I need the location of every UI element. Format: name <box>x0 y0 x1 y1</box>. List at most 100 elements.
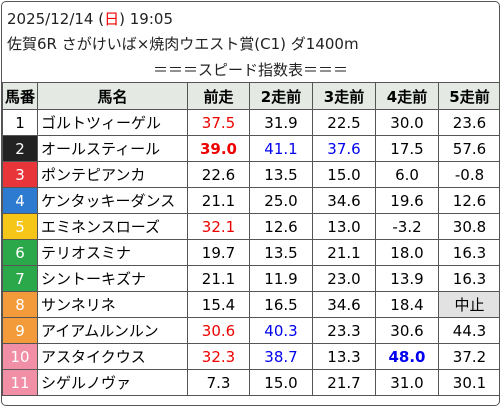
row: 11 シゲルノヴァ 7.3 15.0 21.7 31.0 30.1 <box>2 369 499 396</box>
date: 2025/12/14 <box>7 10 94 28</box>
score: 37.2 <box>438 343 499 370</box>
horse-number: 10 <box>2 343 38 370</box>
horse-name: シントーキズナ <box>37 265 188 292</box>
score: 12.6 <box>438 187 499 214</box>
paren: ( <box>98 10 105 28</box>
row: 8 サンネリネ 15.4 16.5 34.6 18.4 中止 <box>2 291 499 318</box>
score: 57.6 <box>438 135 499 162</box>
speed-table: 馬番 馬名 前走 2走前 3走前 4走前 5走前 1 ゴルトツィーゲル 37.5 31.9 22.5… <box>2 82 499 396</box>
score: 13.0 <box>312 213 376 240</box>
score: 7.3 <box>187 369 250 396</box>
score: 中止 <box>438 291 499 318</box>
score: 13.5 <box>249 239 313 266</box>
score: 13.9 <box>375 265 439 292</box>
horse-number: 4 <box>2 187 38 214</box>
score: 34.6 <box>312 291 376 318</box>
score: 19.7 <box>187 239 250 266</box>
score: 13.5 <box>249 161 313 188</box>
score: 15.0 <box>249 369 313 396</box>
score: 32.1 <box>187 213 250 240</box>
score: 21.7 <box>312 369 376 396</box>
horse-number: 5 <box>2 213 38 240</box>
score: 44.3 <box>438 317 499 344</box>
horse-number: 11 <box>2 369 38 396</box>
row: 10 アスタイクウス 32.3 38.7 13.3 48.0 37.2 <box>2 343 499 370</box>
score: 38.7 <box>249 343 313 370</box>
horse-number: 3 <box>2 161 38 188</box>
score: 37.5 <box>187 109 250 136</box>
date-line: 2025/12/14 (日) 19:05 <box>7 8 173 29</box>
horse-name: ゴルトツィーゲル <box>37 109 188 136</box>
score: 21.1 <box>312 239 376 266</box>
horse-number: 7 <box>2 265 38 292</box>
score: 34.6 <box>312 187 376 214</box>
row: 3 ポンテピアンカ 22.6 13.5 15.0 6.0 -0.8 <box>2 161 499 188</box>
score: 31.9 <box>249 109 313 136</box>
score: 31.0 <box>375 369 439 396</box>
score: 40.3 <box>249 317 313 344</box>
score: 15.0 <box>312 161 376 188</box>
score: -0.8 <box>438 161 499 188</box>
score: 16.3 <box>438 265 499 292</box>
score: 23.6 <box>438 109 499 136</box>
score: 17.5 <box>375 135 439 162</box>
score: 21.1 <box>187 187 250 214</box>
score: 30.8 <box>438 213 499 240</box>
column-header: 5走前 <box>438 82 499 110</box>
horse-name: サンネリネ <box>37 291 188 318</box>
paren: ) <box>119 10 125 28</box>
horse-name: ポンテピアンカ <box>37 161 188 188</box>
race: 佐賀6R さがけいば×焼肉ウエスト賞(C1) ダ1400m <box>7 35 359 53</box>
score: 6.0 <box>375 161 439 188</box>
row: 1 ゴルトツィーゲル 37.5 31.9 22.5 30.0 23.6 <box>2 109 499 136</box>
horse-number: 2 <box>2 135 38 162</box>
score: -3.2 <box>375 213 439 240</box>
score: 19.6 <box>375 187 439 214</box>
score: 37.6 <box>312 135 376 162</box>
score: 18.0 <box>375 239 439 266</box>
score: 22.6 <box>187 161 250 188</box>
horse-number: 9 <box>2 317 38 344</box>
score: 25.0 <box>249 187 313 214</box>
score: 22.5 <box>312 109 376 136</box>
column-header: 2走前 <box>249 82 313 110</box>
row: 4 ケンタッキーダンス 21.1 25.0 34.6 19.6 12.6 <box>2 187 499 214</box>
score: 21.1 <box>187 265 250 292</box>
score: 13.3 <box>312 343 376 370</box>
column-header: 4走前 <box>375 82 439 110</box>
score: 23.3 <box>312 317 376 344</box>
column-header: 馬名 <box>37 82 188 110</box>
score: 23.0 <box>312 265 376 292</box>
horse-name: テリオスミナ <box>37 239 188 266</box>
weekday: 日 <box>104 10 120 28</box>
horse-name: エミネンスローズ <box>37 213 188 240</box>
score: 30.6 <box>187 317 250 344</box>
score: 30.0 <box>375 109 439 136</box>
row: 7 シントーキズナ 21.1 11.9 23.0 13.9 16.3 <box>2 265 499 292</box>
row: 5 エミネンスローズ 32.1 12.6 13.0 -3.2 30.8 <box>2 213 499 240</box>
horse-name: アイアムルンルン <box>37 317 188 344</box>
score: 41.1 <box>249 135 313 162</box>
score: 48.0 <box>375 343 439 370</box>
score: 30.1 <box>438 369 499 396</box>
horse-number: 6 <box>2 239 38 266</box>
score: 11.9 <box>249 265 313 292</box>
score: 39.0 <box>187 135 250 162</box>
score: 18.4 <box>375 291 439 318</box>
row: 9 アイアムルンルン 30.6 40.3 23.3 30.6 44.3 <box>2 317 499 344</box>
horse-name: シゲルノヴァ <box>37 369 188 396</box>
row: 6 テリオスミナ 19.7 13.5 21.1 18.0 16.3 <box>2 239 499 266</box>
horse-number: 8 <box>2 291 38 318</box>
horse-name: アスタイクウス <box>37 343 188 370</box>
horse-name: オールスティール <box>37 135 188 162</box>
score: 30.6 <box>375 317 439 344</box>
score: 16.3 <box>438 239 499 266</box>
row: 2 オールスティール 39.0 41.1 37.6 17.5 57.6 <box>2 135 499 162</box>
header-row: 馬番 馬名 前走 2走前 3走前 4走前 5走前 <box>2 82 499 110</box>
table-title: ＝＝＝スピード指数表＝＝＝ <box>152 61 348 79</box>
horse-number: 1 <box>2 109 38 136</box>
time: 19:05 <box>129 10 173 28</box>
score: 32.3 <box>187 343 250 370</box>
